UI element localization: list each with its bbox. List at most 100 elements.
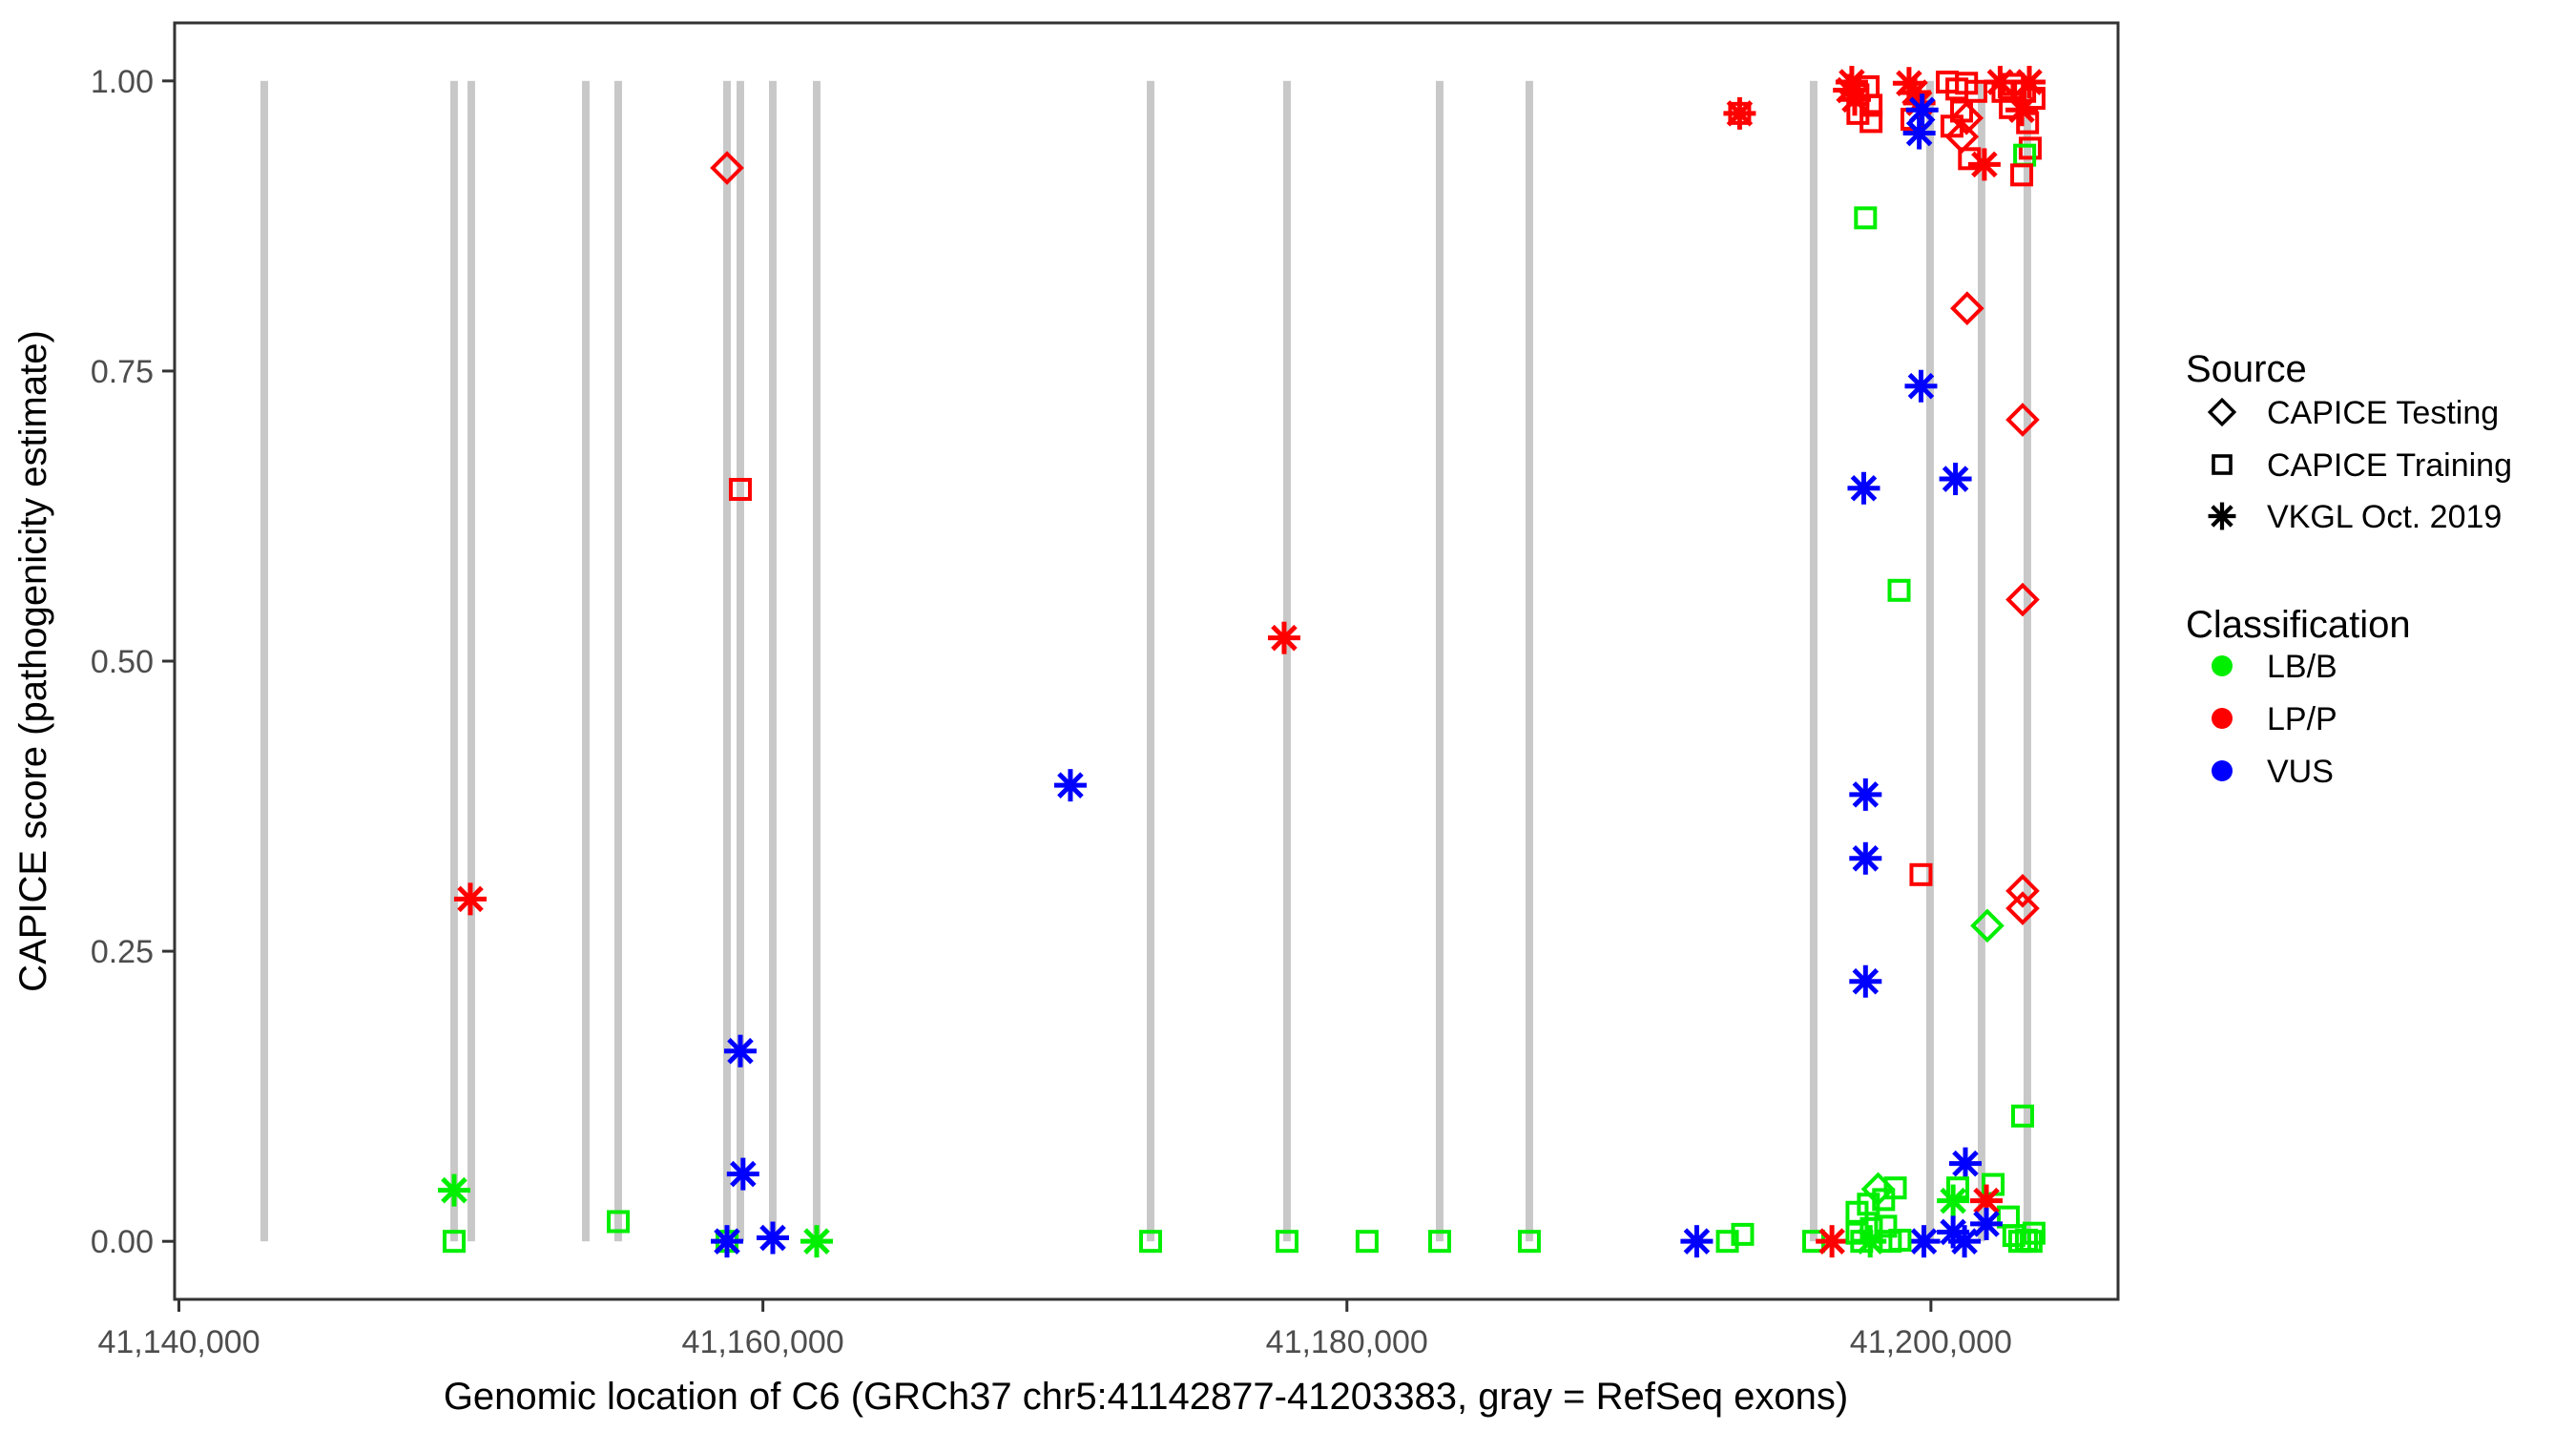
data-point-diamond [2005, 874, 2040, 908]
data-point-diamond [1949, 100, 1984, 135]
exon-bar [614, 80, 622, 1242]
data-point-square [442, 1230, 466, 1254]
legend-item-capice-testing: CAPICE Testing [2267, 395, 2499, 431]
y-tick-label: 1.00 [91, 64, 154, 100]
data-point-star [1904, 369, 1938, 403]
data-point-square [606, 1210, 630, 1234]
exon-bar [769, 80, 777, 1242]
data-point-star [1849, 841, 1882, 875]
data-point-square [1275, 1230, 1298, 1254]
data-point-star [1948, 1147, 1982, 1180]
exon-bar [260, 80, 268, 1242]
data-point-star [1680, 1225, 1714, 1258]
exon-bar [1146, 80, 1154, 1242]
data-point-star [2208, 502, 2236, 530]
legend-source-keys [2207, 397, 2237, 530]
data-points [437, 66, 2046, 1258]
exon-bar [1977, 80, 1985, 1242]
data-point-star [1937, 1184, 1970, 1217]
data-point-square [1715, 1230, 1739, 1254]
data-point-square [1999, 95, 2023, 119]
legend-item-lpp: LP/P [2267, 701, 2337, 737]
data-point-square [2212, 454, 2233, 475]
exon-bar [1525, 80, 1533, 1242]
data-point-star [1267, 621, 1300, 654]
data-point-star [1854, 1225, 1887, 1258]
data-point-square [1517, 1230, 1541, 1254]
y-axis-title: CAPICE score (pathogenicity estimate) [12, 330, 54, 992]
exon-bar [737, 80, 744, 1242]
data-point-diamond [1970, 908, 2005, 944]
legend-item-vkgl: VKGL Oct. 2019 [2267, 499, 2502, 535]
data-point-star [1939, 463, 1972, 496]
data-point-star [437, 1173, 470, 1207]
data-point-square [1355, 1230, 1379, 1254]
x-tick-label: 41,200,000 [1850, 1324, 2012, 1360]
data-point-star [1847, 471, 1880, 505]
legend-source-title: Source [2186, 348, 2307, 390]
exon-bar [1925, 80, 1934, 1242]
data-point-square [1872, 1188, 1896, 1212]
x-tick-label: 41,160,000 [682, 1324, 844, 1360]
exon-bar [582, 80, 590, 1242]
legend-classification-title: Classification [2186, 604, 2411, 646]
data-point-diamond [2207, 397, 2237, 427]
data-point-square [1854, 206, 1878, 230]
y-tick-label: 0.25 [91, 934, 154, 970]
data-point-star [1907, 1225, 1941, 1258]
data-point-star [1053, 769, 1087, 802]
data-point-square [2022, 87, 2046, 111]
data-point-star [711, 1225, 744, 1258]
plot-panel-border [173, 21, 2120, 1301]
data-point-star [723, 1034, 757, 1068]
data-point-square [1138, 1230, 1162, 1254]
data-point-dot [2212, 655, 2233, 676]
y-axis: 0.00 0.25 0.50 0.75 1.00 [91, 64, 175, 1260]
exon-bar [467, 80, 475, 1242]
exon-bar [450, 80, 458, 1242]
data-point-star [1849, 964, 1882, 998]
y-tick-label: 0.00 [91, 1224, 154, 1260]
exon-bar [1282, 80, 1291, 1242]
data-point-square [1883, 1176, 1907, 1200]
data-point-star [1948, 1225, 1982, 1258]
data-point-square [2016, 111, 2040, 135]
data-point-star [453, 882, 487, 916]
legend-item-lbb: LB/B [2267, 649, 2337, 685]
data-point-star [800, 1225, 833, 1258]
x-tick-label: 41,180,000 [1266, 1324, 1428, 1360]
data-point-star [1970, 1207, 2004, 1240]
data-point-star [1849, 778, 1882, 811]
data-point-star [726, 1157, 759, 1191]
x-tick-label: 41,140,000 [97, 1324, 260, 1360]
data-point-square [1857, 1192, 1880, 1216]
data-point-square [1909, 862, 1933, 886]
data-point-square [1964, 79, 1988, 103]
data-point-dot [2212, 708, 2233, 729]
x-axis-title: Genomic location of C6 (GRCh37 chr5:4114… [444, 1376, 1848, 1418]
data-point-square [728, 477, 752, 501]
exon-bar [1809, 80, 1818, 1242]
data-point-star [1723, 96, 1756, 130]
exon-bar [2023, 80, 2031, 1242]
data-point-diamond [2005, 891, 2040, 925]
data-point-square [1427, 1230, 1451, 1254]
legend-item-vus: VUS [2267, 754, 2334, 790]
data-point-diamond [2005, 403, 2040, 437]
exon-bar [813, 80, 821, 1242]
data-point-dot [2212, 760, 2233, 781]
exon-bars [260, 80, 2031, 1242]
y-tick-label: 0.50 [91, 644, 154, 680]
data-point-star [1816, 1225, 1849, 1258]
data-point-star [1905, 93, 1939, 127]
data-point-diamond [2005, 582, 2040, 617]
data-point-square [1846, 101, 1870, 125]
y-tick-label: 0.75 [91, 354, 154, 390]
data-point-square [2010, 1104, 2034, 1128]
data-point-square [1874, 1214, 1898, 1238]
data-point-diamond [710, 151, 744, 185]
data-point-square [2018, 136, 2042, 160]
legend-item-capice-training: CAPICE Training [2267, 447, 2512, 484]
